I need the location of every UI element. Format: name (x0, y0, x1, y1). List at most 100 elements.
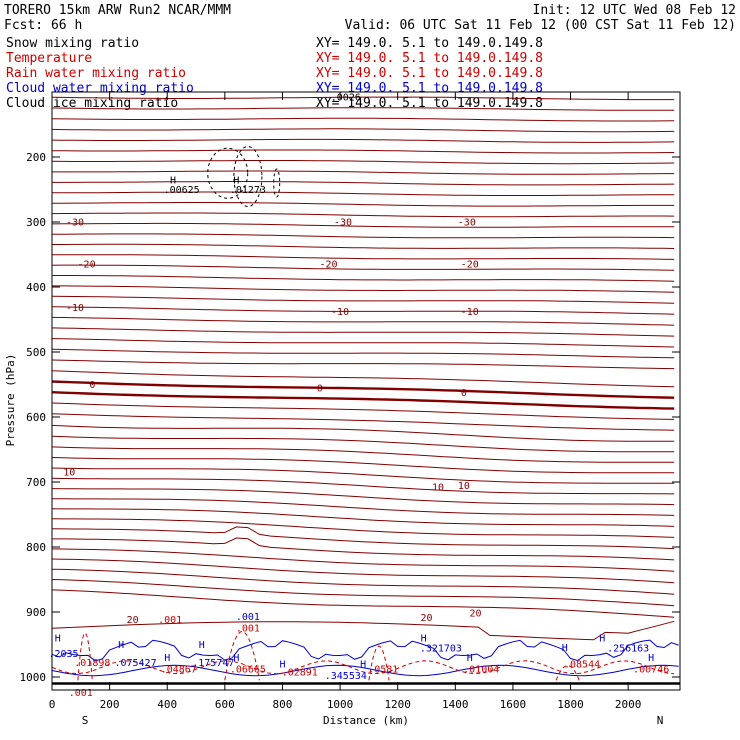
legend-snow: Snow mixing ratio (6, 36, 139, 51)
isotherm-label: -20 (320, 260, 338, 271)
legend-cloud-water: Cloud water mixing ratio (6, 81, 194, 96)
isotherm-line (51, 446, 675, 463)
isotherm-line (51, 467, 675, 484)
isotherm-label: -30 (334, 217, 352, 228)
maximum-label: .0581 (368, 664, 398, 675)
isotherm-label: -30 (66, 217, 84, 228)
high-marker: H (233, 653, 239, 664)
maximum-label: .001 (158, 615, 182, 626)
y-axis-label: Pressure (hPa) (4, 354, 17, 447)
isotherm-line (51, 508, 675, 527)
rain-contour (368, 645, 390, 681)
isotherm-line (51, 160, 675, 165)
y-tick-label: 800 (26, 541, 46, 554)
xy-line-1: XY= 149.0. 5.1 to 149.0.149.8 (316, 36, 543, 51)
isotherm-line (51, 518, 675, 538)
x-tick-label: 1000 (327, 698, 354, 711)
maximum-label: .345534 (325, 671, 367, 682)
y-tick-label: 600 (26, 411, 46, 424)
ice-contour (207, 147, 249, 199)
high-marker: H (55, 633, 61, 644)
isotherm-label: 20 (127, 615, 139, 626)
isotherm-line (51, 558, 675, 584)
isotherm-line (51, 402, 675, 420)
isotherm-line (51, 338, 675, 348)
isotherm-line (52, 254, 675, 260)
x-tick-label: 1200 (384, 698, 411, 711)
maximum-label: .01273 (230, 185, 266, 196)
isotherm-line (52, 191, 675, 196)
x-axis-label: Distance (km) (323, 714, 409, 727)
maximum-label: .04867 (161, 664, 197, 675)
x-tick-label: 600 (215, 698, 235, 711)
isotherm-line (51, 222, 675, 228)
isotherm-line (51, 498, 675, 516)
header-left1: TORERO 15km ARW Run2 NCAR/MMM (4, 3, 231, 18)
high-marker: H (233, 176, 239, 187)
isotherm-label: 0 (461, 388, 467, 399)
isotherm-line (51, 128, 675, 133)
y-tick-label: 400 (26, 281, 46, 294)
maximum-label: .001 (236, 624, 260, 635)
x-tick-label: 400 (157, 698, 177, 711)
high-marker: H (648, 653, 654, 664)
cloud-water-contour (51, 664, 679, 677)
header-init: Init: 12 UTC Wed 08 Feb 12 (533, 3, 737, 18)
high-marker: H (467, 653, 473, 664)
x-tick-label: 0 (49, 698, 56, 711)
isotherm-label: 10 (458, 481, 470, 492)
isotherm-line (51, 264, 675, 271)
x-tick-label: 200 (100, 698, 120, 711)
isotherm-line (51, 413, 675, 431)
isotherm-line (51, 107, 675, 111)
y-tick-label: 900 (26, 606, 46, 619)
end-label-south: S (82, 714, 89, 727)
high-marker: H (279, 659, 285, 670)
header-left2: Fcst: 66 h (4, 18, 82, 33)
maximum-label: .256163 (607, 644, 649, 655)
rain-contour (77, 632, 93, 681)
maximum-label: .001 (69, 688, 93, 699)
high-marker: H (599, 633, 605, 644)
x-tick-label: 2000 (615, 698, 642, 711)
isotherm-line (52, 537, 675, 561)
isotherm-label: -10 (66, 303, 84, 314)
x-tick-label: 1600 (500, 698, 527, 711)
isotherm-line (51, 579, 675, 607)
isotherm-line (51, 526, 675, 550)
y-tick-label: 300 (26, 216, 46, 229)
isotherm-line (51, 306, 675, 315)
maximum-label: .175747 (192, 658, 234, 669)
isotherm-line (51, 589, 675, 618)
y-tick-label: 500 (26, 346, 46, 359)
maximum-label: .06665 (230, 664, 266, 675)
maximum-label: .08544 (564, 659, 600, 670)
isotherm-label: -10 (331, 307, 349, 318)
maximum-label: .02891 (282, 668, 318, 679)
x-tick-label: 1400 (442, 698, 469, 711)
legend-rain: Rain water mixing ratio (6, 66, 186, 81)
maximum-label: .00746 (633, 664, 669, 675)
xy-line-2: XY= 149.0. 5.1 to 149.0.149.8 (316, 51, 543, 66)
isotherm-line (52, 275, 675, 282)
isotherm-line (51, 359, 675, 370)
header-valid: Valid: 06 UTC Sat 11 Feb 12 (00 CST Sat … (345, 18, 736, 33)
legend-temperature: Temperature (6, 51, 92, 66)
legend-cloud-ice: Cloud ice mixing ratio (6, 96, 178, 111)
isotherm-line (51, 348, 675, 359)
isotherm-label: -20 (78, 260, 96, 271)
isotherm-line (51, 488, 675, 506)
ice-contour (233, 146, 263, 207)
isotherm-line (51, 327, 675, 337)
cloud-water-contour (51, 639, 679, 662)
isotherm-line (51, 149, 675, 154)
freezing-isotherm (51, 391, 675, 410)
isotherm-line (51, 212, 675, 218)
isotherm-20 (51, 620, 675, 641)
high-marker: H (421, 633, 427, 644)
high-marker: H (360, 659, 366, 670)
plot-frame (51, 91, 681, 691)
isotherm-line (51, 424, 675, 442)
isotherm-line (52, 233, 675, 239)
